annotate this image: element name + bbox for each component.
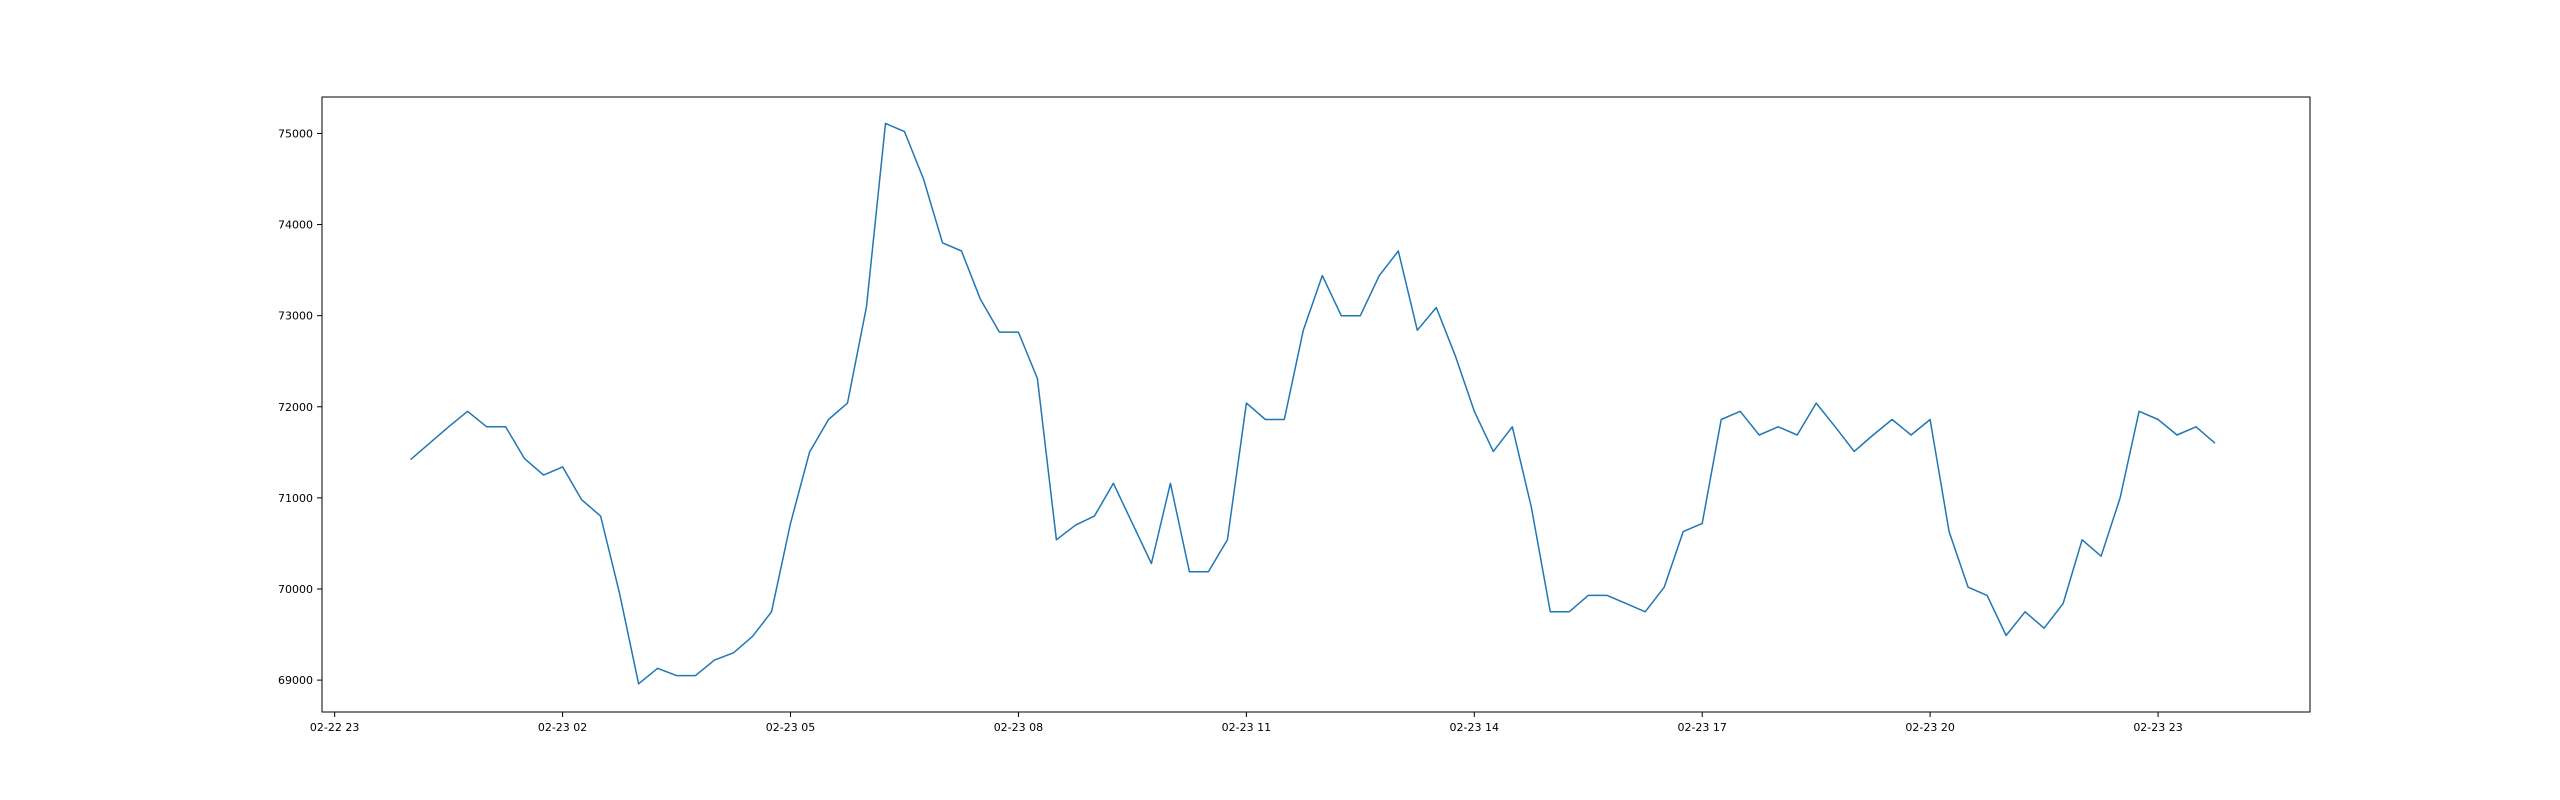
y-tick-label: 75000 <box>278 127 313 140</box>
y-tick-label: 72000 <box>278 401 313 414</box>
x-tick-label: 02-23 11 <box>1222 721 1271 734</box>
x-tick-label: 02-23 14 <box>1450 721 1499 734</box>
x-tick-label: 02-23 08 <box>994 721 1043 734</box>
series-line <box>410 122 2216 685</box>
y-tick-label: 70000 <box>278 583 313 596</box>
y-axis: 69000 70000 71000 72000 73000 74000 75000 <box>278 127 322 687</box>
plot-area <box>321 96 2311 713</box>
y-tick-label: 71000 <box>278 492 313 505</box>
x-tick-label: 02-23 05 <box>766 721 815 734</box>
x-tick-label: 02-23 02 <box>538 721 587 734</box>
x-tick-label: 02-23 23 <box>2133 721 2182 734</box>
plot-frame <box>321 96 2311 713</box>
y-tick-label: 73000 <box>278 310 313 323</box>
x-tick-label: 02-23 20 <box>1905 721 1954 734</box>
x-axis: 02-22 23 02-23 02 02-23 05 02-23 08 02-23 11… <box>310 712 2183 734</box>
x-tick-label: 02-23 17 <box>1677 721 1726 734</box>
y-tick-label: 69000 <box>278 674 313 687</box>
series-layer <box>410 122 2216 685</box>
y-tick-label: 74000 <box>278 219 313 232</box>
x-tick-label: 02-22 23 <box>310 721 359 734</box>
